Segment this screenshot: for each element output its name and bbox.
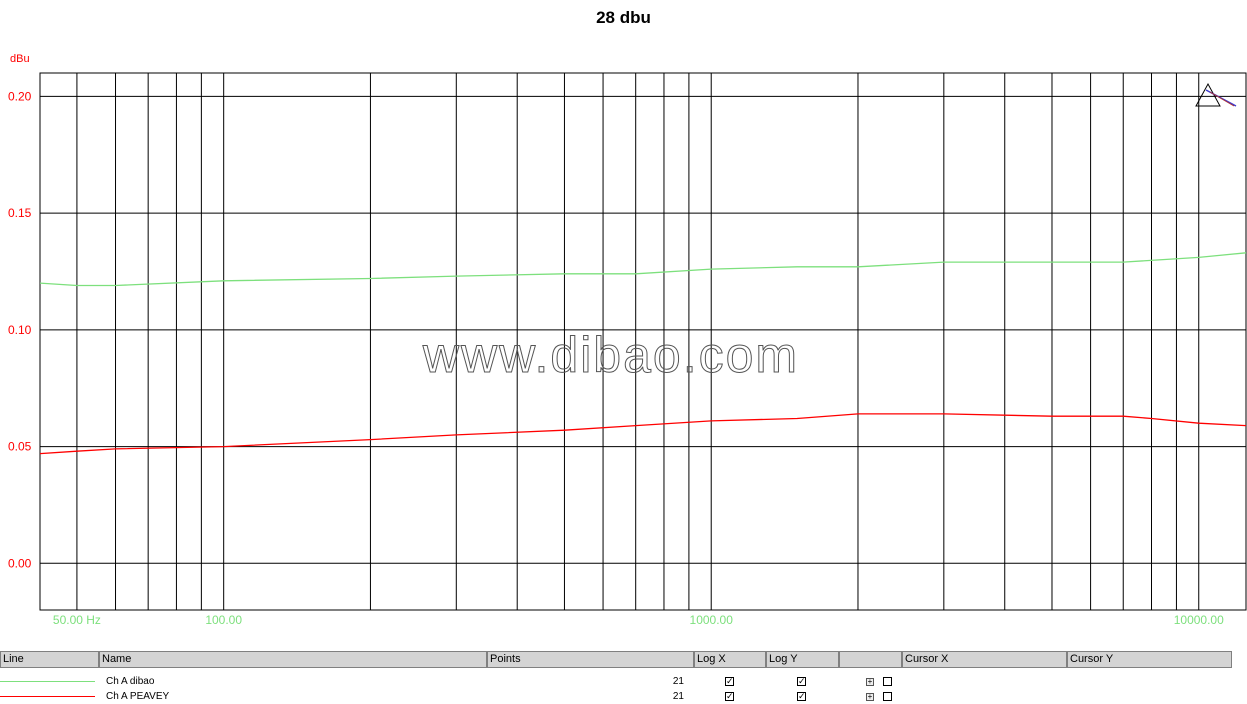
legend-points: 21 (672, 676, 684, 687)
expand-icon[interactable]: + (866, 692, 874, 701)
header-cursor-y[interactable]: Cursor Y (1067, 651, 1232, 668)
legend-line-swatch (0, 696, 95, 697)
header-log-y[interactable]: Log Y (766, 651, 839, 668)
expand-icon[interactable]: + (866, 677, 874, 686)
y-tick-label: 0.00 (8, 556, 32, 570)
log-x-checkbox[interactable]: ✓ (725, 676, 734, 686)
chart-title: 28 dbu (596, 8, 651, 27)
y-tick-label: 0.15 (8, 206, 32, 220)
y-tick-label: 0.05 (8, 440, 32, 454)
legend-points: 21 (672, 691, 684, 702)
y-axis-label: dBu (10, 53, 30, 65)
y-tick-label: 0.20 (8, 89, 32, 103)
cursor-checkbox[interactable] (883, 677, 892, 686)
legend-row[interactable]: Ch A dibao 21 ✓ ✓ + (0, 676, 1232, 688)
x-tick-label: 10000.00 (1174, 613, 1224, 627)
cursor-checkbox[interactable] (883, 692, 892, 701)
series-line (39, 252, 1247, 287)
header-blank[interactable] (839, 651, 902, 668)
y-tick-label: 0.10 (8, 323, 32, 337)
legend-row[interactable]: Ch A PEAVEY 21 ✓ ✓ + (0, 691, 1232, 703)
series-line (39, 413, 1247, 455)
x-tick-label: 50.00 Hz (53, 613, 101, 627)
cursor-tool-icon[interactable] (1195, 82, 1237, 107)
chart-canvas: dBu 0.20 0.15 0.10 0.05 0.00 50.00 Hz 100.00 1… (8, 53, 1247, 627)
header-log-x[interactable]: Log X (694, 651, 766, 668)
header-points[interactable]: Points (487, 651, 694, 668)
header-cursor-x[interactable]: Cursor X (902, 651, 1067, 668)
log-y-checkbox[interactable]: ✓ (797, 691, 806, 701)
x-tick-label: 100.00 (205, 613, 242, 627)
watermark-text: www.dibao.com (422, 327, 799, 383)
log-y-checkbox[interactable]: ✓ (797, 676, 806, 686)
legend-series-name: Ch A PEAVEY (106, 691, 170, 702)
legend-line-swatch (0, 681, 95, 682)
log-x-checkbox[interactable]: ✓ (725, 691, 734, 701)
header-name[interactable]: Name (99, 651, 487, 668)
header-line[interactable]: Line (0, 651, 99, 668)
plot-frame (39, 72, 1247, 611)
legend-series-name: Ch A dibao (106, 676, 155, 687)
x-tick-label: 1000.00 (690, 613, 734, 627)
